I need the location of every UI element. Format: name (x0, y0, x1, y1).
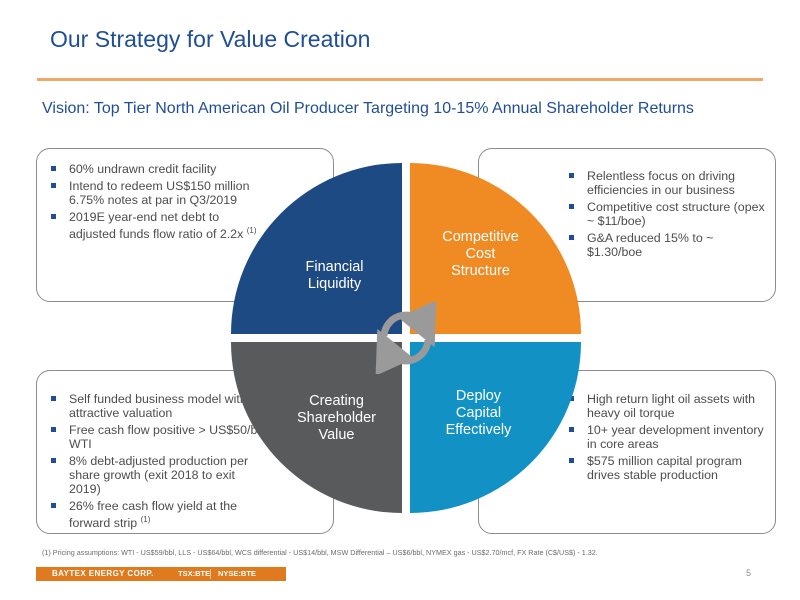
quadrant-label-line: Capital (455, 405, 502, 421)
quadrant-label-line: Shareholder (297, 410, 376, 426)
quadrant-label: Competitive Cost Structure (442, 229, 519, 280)
quadrant-label-line: Competitive (442, 229, 519, 245)
bullet-text: Relentless focus on driving efficiencies… (587, 169, 736, 197)
quadrant-label-line: Deploy (455, 388, 502, 404)
bullet-list: 60% undrawn credit facility Intend to red… (47, 162, 257, 244)
footnote-ref: (1) (140, 515, 151, 524)
quadrant-label-line: Liquidity (307, 275, 362, 292)
bullet-text: Intend to redeem US$150 million 6.75% no… (69, 179, 250, 207)
nyse-ticker: NYSE:BTE (218, 569, 256, 578)
footnote-ref: (1) (246, 226, 257, 235)
bullet-item: High return light oil assets with heavy … (565, 392, 765, 420)
bullet-list: High return light oil assets with heavy … (565, 392, 765, 485)
bullet-item: G&A reduced 15% to ~ $1.30/boe (565, 231, 765, 259)
bullet-text: High return light oil assets with heavy … (587, 392, 756, 420)
bullet-text: 60% undrawn credit facility (69, 162, 217, 176)
shareholder-value-box: Self funded business model with attracti… (36, 370, 334, 534)
title-divider (37, 78, 763, 81)
quadrant-label-line: Effectively (445, 422, 512, 438)
bullet-icon (569, 204, 574, 209)
footer-bar (36, 567, 286, 581)
quadrant-label-line: Financial (305, 258, 364, 275)
bullet-item: $575 million capital program drives stab… (565, 454, 765, 482)
bullet-item: Competitive cost structure (opex ~ $11/b… (565, 200, 765, 228)
bullet-item: 10+ year development inventory in core a… (565, 423, 765, 451)
quadrant-label-line: Cost (465, 246, 496, 262)
page-number: 5 (746, 568, 752, 578)
circular-arrows-icon (375, 302, 437, 374)
bullet-icon (51, 166, 56, 171)
bullet-item: 26% free cash flow yield at the forward … (47, 499, 267, 530)
bullet-list: Self funded business model with attracti… (47, 392, 267, 533)
quadrant-label: Creating Shareholder Value (297, 393, 376, 444)
ticker-divider (210, 569, 211, 579)
bullet-item: Relentless focus on driving efficiencies… (565, 169, 765, 197)
page-title: Our Strategy for Value Creation (50, 26, 371, 52)
tsx-ticker: TSX:BTE (178, 569, 211, 578)
bullet-icon (51, 214, 56, 219)
bullet-item: Free cash flow positive > US$50/bbl WTI (47, 423, 267, 451)
bullet-icon (569, 396, 574, 401)
quadrant-label-line: Structure (451, 263, 510, 279)
bullet-icon (569, 427, 574, 432)
footnote: (1) Pricing assumptions: WTI - US$59/bbl… (42, 548, 598, 557)
quadrant-label: Financial Liquidity (305, 259, 363, 293)
quadrant-label-line: Value (318, 427, 355, 443)
bullet-item: 2019E year-end net debt to adjusted fund… (47, 210, 257, 241)
bullet-text: Competitive cost structure (opex ~ $11/b… (587, 200, 765, 228)
bullet-text: Self funded business model with attracti… (69, 392, 247, 420)
bullet-item: Self funded business model with attracti… (47, 392, 267, 420)
bullet-item: Intend to redeem US$150 million 6.75% no… (47, 179, 257, 207)
bullet-icon (51, 396, 56, 401)
bullet-text: G&A reduced 15% to ~ $1.30/boe (587, 231, 714, 259)
bullet-icon (51, 503, 56, 508)
quadrant-label: Deploy Capital Effectively (446, 388, 512, 439)
bullet-icon (569, 173, 574, 178)
bullet-text: 26% free cash flow yield at the forward … (69, 499, 238, 531)
bullet-text: Free cash flow positive > US$50/bbl WTI (69, 423, 268, 451)
bullet-icon (569, 235, 574, 240)
bullet-icon (51, 458, 56, 463)
bullet-text: $575 million capital program drives stab… (587, 454, 742, 482)
bullet-icon (569, 458, 574, 463)
bullet-icon (51, 183, 56, 188)
bullet-icon (51, 427, 56, 432)
bullet-text: 8% debt-adjusted production per share gr… (69, 454, 249, 496)
quadrant-label-line: Creating (309, 393, 364, 409)
bullet-item: 8% debt-adjusted production per share gr… (47, 454, 267, 496)
bullet-list: Relentless focus on driving efficiencies… (565, 169, 765, 262)
bullet-text: 10+ year development inventory in core a… (587, 423, 764, 451)
strategy-circle: Financial Liquidity Competitive Cost Str… (231, 163, 581, 513)
bullet-item: 60% undrawn credit facility (47, 162, 257, 176)
bullet-text: 2019E year-end net debt to adjusted fund… (69, 210, 244, 242)
company-name: BAYTEX ENERGY CORP. (52, 569, 154, 578)
vision-statement: Vision: Top Tier North American Oil Prod… (42, 100, 694, 117)
